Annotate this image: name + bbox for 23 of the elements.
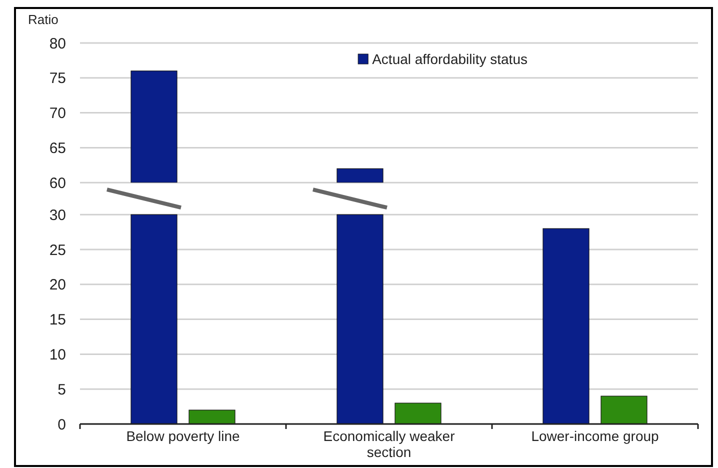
x-tick-label: Lower-income group xyxy=(531,428,660,444)
y-tick-label: 65 xyxy=(49,140,66,157)
bar xyxy=(394,402,442,424)
bar xyxy=(130,214,178,424)
y-axis-title: Ratio xyxy=(28,12,58,27)
x-tick-label: Below poverty line xyxy=(126,428,240,444)
y-tick-label: 80 xyxy=(49,35,66,52)
y-tick-label: 0 xyxy=(58,416,66,434)
y-tick-label: 70 xyxy=(49,105,66,122)
bar xyxy=(336,214,384,424)
y-tick-label: 5 xyxy=(58,381,66,398)
y-tick-label: 25 xyxy=(49,242,66,259)
bar xyxy=(600,396,648,424)
legend-label: Actual affordability status xyxy=(372,50,528,67)
y-tick-label: 75 xyxy=(49,70,66,88)
y-tick-label: 60 xyxy=(49,174,66,192)
y-tick-label: 10 xyxy=(49,346,66,364)
y-tick-label: 30 xyxy=(49,206,66,224)
y-tick-label: 20 xyxy=(49,276,66,294)
bar xyxy=(188,410,236,424)
x-tick-label: Economically weaker section xyxy=(323,428,456,460)
bar xyxy=(542,228,590,424)
y-tick-label: 15 xyxy=(49,312,66,329)
